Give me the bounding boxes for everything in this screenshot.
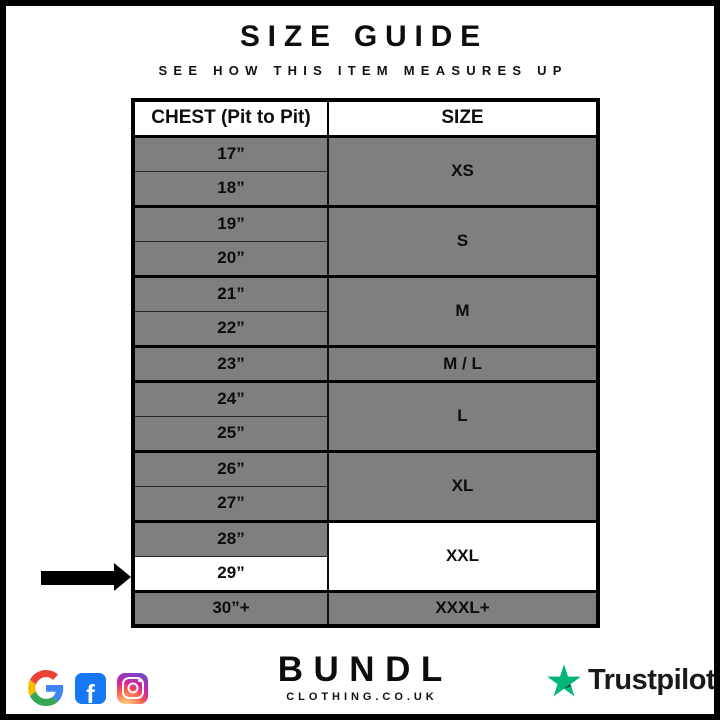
table-row: 23” M / L [132,344,599,382]
chest-cell-highlighted: 29” [132,555,329,592]
table-row: 18” [132,170,598,207]
page-title: SIZE GUIDE [239,20,488,53]
table-row: 21” M [132,274,599,347]
social-links: f [28,670,148,706]
size-cell: XXXL+ [327,589,599,627]
column-header-size: SIZE [327,99,599,138]
chest-cell: 30”+ [132,589,329,627]
trustpilot-star-icon [547,664,581,697]
instagram-camera-frame [121,677,144,699]
size-cell: XL [327,449,599,522]
instagram-camera-lens [127,682,138,694]
brand-domain: CLOTHING.CO.UK [286,691,438,703]
chest-cell: 27” [132,485,329,522]
instagram-camera-flash-dot [138,679,142,683]
table-row: 24” L [132,379,599,452]
table-row: 19” S [132,204,599,277]
chest-cell: 25” [132,415,329,452]
chest-cell: 28” [132,519,329,557]
column-header-chest: CHEST (Pit to Pit) [132,99,329,138]
table-row: 25” [132,415,598,452]
facebook-f-glyph: f [86,678,95,704]
size-cell-highlighted: XXL [327,519,599,592]
chest-cell: 18” [132,170,329,207]
brand-logo: BUNDL CLOTHING.CO.UK [6,652,714,703]
chest-cell: 17” [132,135,329,172]
table-row: 28” XXL [132,519,599,592]
arrow-head [114,563,131,591]
chest-cell: 23” [132,344,329,382]
chest-cell: 19” [132,204,329,242]
size-cell: L [327,379,599,452]
table-row-highlighted: 29” [132,555,598,592]
chest-cell: 22” [132,310,329,347]
trustpilot-logo[interactable]: Trustpilot [547,664,716,697]
size-cell: M [327,274,599,347]
size-cell: S [327,204,599,277]
highlight-arrow-icon [41,563,131,592]
table-row: 20” [132,240,598,277]
size-guide-table: CHEST (Pit to Pit) SIZE 17” XS 18” 19” S… [131,98,600,628]
brand-name: BUNDL [277,650,453,689]
facebook-icon[interactable]: f [75,672,106,704]
chest-cell: 24” [132,379,329,417]
size-cell: M / L [327,344,599,382]
chest-cell: 20” [132,240,329,277]
chest-cell: 21” [132,274,329,312]
google-icon[interactable] [28,670,64,706]
page-subtitle: SEE HOW THIS ITEM MEASURES UP [158,63,568,78]
table-row: 30”+ XXXL+ [132,589,599,627]
table-row: 26” XL [132,449,599,522]
table-header-row: CHEST (Pit to Pit) SIZE [132,99,599,138]
chest-cell: 26” [132,449,329,487]
size-cell: XS [327,135,599,207]
instagram-icon[interactable] [117,672,148,704]
arrow-shaft [41,571,114,585]
trustpilot-wordmark: Trustpilot [588,664,716,696]
table-row: 27” [132,485,598,522]
table-row: 17” XS [132,135,599,207]
